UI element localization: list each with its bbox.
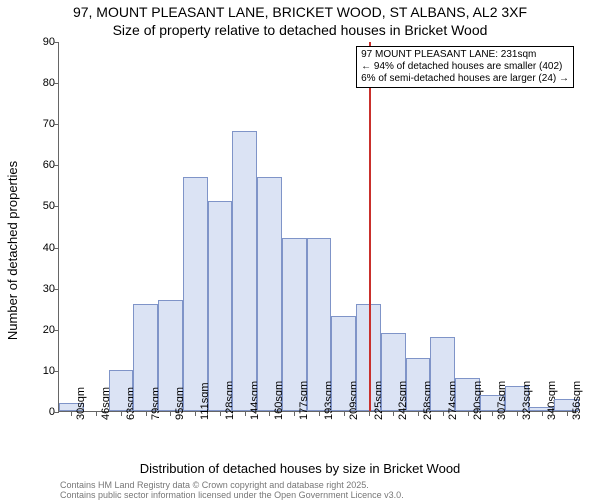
y-tick-label: 60 (23, 159, 55, 171)
y-tick-mark (54, 412, 59, 413)
y-tick-label: 10 (23, 365, 55, 377)
x-tick-mark (195, 411, 196, 416)
y-tick-label: 90 (23, 36, 55, 48)
x-tick-mark (220, 411, 221, 416)
y-tick-label: 40 (23, 242, 55, 254)
credit-line-1: Contains HM Land Registry data © Crown c… (60, 480, 369, 490)
x-tick-mark (170, 411, 171, 416)
y-tick-mark (54, 371, 59, 372)
x-tick-mark (96, 411, 97, 416)
y-tick-mark (54, 330, 59, 331)
x-tick-mark (393, 411, 394, 416)
plot-area: 010203040506070809030sqm46sqm63sqm79sqm9… (58, 42, 578, 412)
x-axis-label: Distribution of detached houses by size … (0, 461, 600, 476)
x-tick-mark (146, 411, 147, 416)
histogram-bar (232, 131, 257, 411)
x-tick-label: 356sqm (571, 381, 583, 420)
annotation-box: 97 MOUNT PLEASANT LANE: 231sqm← 94% of d… (356, 46, 574, 88)
chart-container: { "title_line1": "97, MOUNT PLEASANT LAN… (0, 0, 600, 500)
x-tick-mark (294, 411, 295, 416)
chart-title-line2: Size of property relative to detached ho… (0, 22, 600, 38)
y-tick-mark (54, 206, 59, 207)
x-tick-mark (71, 411, 72, 416)
x-tick-mark (369, 411, 370, 416)
y-tick-label: 80 (23, 77, 55, 89)
y-tick-mark (54, 289, 59, 290)
x-tick-mark (245, 411, 246, 416)
annotation-line2: ← 94% of detached houses are smaller (40… (361, 61, 569, 73)
y-tick-label: 50 (23, 200, 55, 212)
x-tick-label: 30sqm (75, 387, 87, 420)
y-tick-label: 0 (23, 406, 55, 418)
histogram-bar (183, 177, 208, 411)
y-tick-label: 70 (23, 118, 55, 130)
y-tick-label: 20 (23, 324, 55, 336)
x-tick-mark (542, 411, 543, 416)
chart-title-line1: 97, MOUNT PLEASANT LANE, BRICKET WOOD, S… (0, 4, 600, 20)
annotation-line3: 6% of semi-detached houses are larger (2… (361, 73, 569, 85)
x-tick-mark (567, 411, 568, 416)
x-tick-mark (492, 411, 493, 416)
y-axis-label: Number of detached properties (4, 0, 22, 500)
reference-line (369, 42, 371, 411)
y-tick-mark (54, 248, 59, 249)
x-tick-mark (121, 411, 122, 416)
y-tick-mark (54, 124, 59, 125)
y-tick-mark (54, 165, 59, 166)
y-tick-mark (54, 83, 59, 84)
x-tick-mark (319, 411, 320, 416)
x-tick-mark (418, 411, 419, 416)
x-tick-label: 323sqm (521, 381, 533, 420)
y-tick-label: 30 (23, 283, 55, 295)
histogram-bar (257, 177, 282, 411)
x-tick-mark (269, 411, 270, 416)
annotation-line1: 97 MOUNT PLEASANT LANE: 231sqm (361, 49, 569, 61)
x-tick-mark (443, 411, 444, 416)
credit-line-2: Contains public sector information licen… (60, 490, 404, 500)
y-tick-mark (54, 42, 59, 43)
histogram-bar (208, 201, 233, 411)
x-tick-mark (517, 411, 518, 416)
x-tick-mark (468, 411, 469, 416)
x-tick-mark (344, 411, 345, 416)
